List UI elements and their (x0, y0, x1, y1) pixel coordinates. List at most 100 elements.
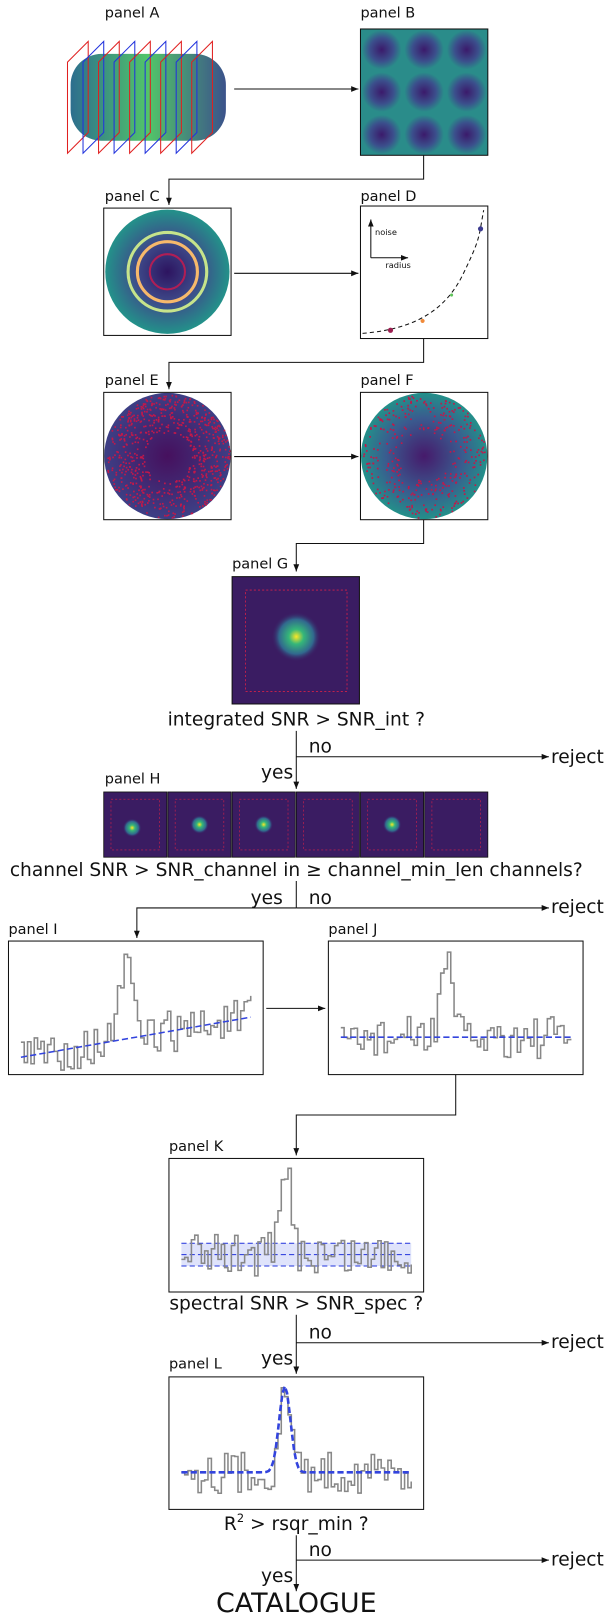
dot (439, 514, 441, 516)
dot (434, 490, 436, 492)
dot (393, 414, 395, 416)
dot (193, 478, 195, 480)
dot (426, 405, 428, 407)
point (478, 226, 483, 231)
dot (172, 512, 174, 514)
dot (121, 481, 123, 483)
dot (173, 503, 175, 505)
dot (199, 458, 201, 460)
dot (195, 448, 197, 450)
dot (401, 435, 403, 437)
dot (461, 502, 463, 504)
dot (134, 418, 136, 420)
dot (187, 437, 189, 439)
dot (107, 457, 109, 459)
dot (145, 406, 147, 408)
dot (148, 500, 150, 502)
dot (377, 449, 379, 451)
arrow (296, 520, 423, 572)
dot (123, 461, 125, 463)
dot (425, 509, 427, 511)
dot (384, 409, 386, 411)
panel-label: panel F (360, 373, 413, 389)
dot (176, 497, 178, 499)
dot (451, 490, 453, 492)
dot (172, 395, 174, 397)
dot (190, 488, 192, 490)
dot (137, 407, 139, 409)
dot (183, 412, 185, 414)
dot (217, 465, 219, 467)
panel-label: panel E (105, 373, 159, 389)
dot (214, 442, 216, 444)
tile (404, 30, 443, 69)
dot (127, 421, 129, 423)
tile (447, 115, 486, 154)
dot (481, 440, 483, 442)
dot (449, 411, 451, 413)
dot (463, 490, 465, 492)
dot (408, 488, 410, 490)
q-sup: 2 (237, 1511, 244, 1525)
dot (448, 493, 450, 495)
dot (396, 471, 398, 473)
dot (134, 427, 136, 429)
dot (484, 452, 486, 454)
dot (146, 400, 148, 402)
dot (138, 464, 140, 466)
dot (183, 402, 185, 404)
dot (420, 480, 422, 482)
dot (172, 499, 174, 501)
dot (221, 440, 223, 442)
dot (453, 451, 455, 453)
dot (197, 502, 199, 504)
dot (128, 424, 130, 426)
dot (388, 463, 390, 465)
dot (386, 482, 388, 484)
dot (182, 410, 184, 412)
dot (177, 423, 179, 425)
dot (434, 432, 436, 434)
channel-maps (104, 792, 488, 857)
dot (163, 396, 165, 398)
dot (191, 434, 193, 436)
dot (153, 432, 155, 434)
yes-label: yes (261, 1348, 293, 1369)
dot (175, 481, 177, 483)
dot (483, 441, 485, 443)
dot (127, 487, 129, 489)
dot (190, 445, 192, 447)
dot (466, 447, 468, 449)
dot (174, 418, 176, 420)
dot (141, 503, 143, 505)
dot (203, 460, 205, 462)
dot (169, 407, 171, 409)
dot (174, 401, 176, 403)
dot (169, 502, 171, 504)
dot (151, 403, 153, 405)
tile (404, 72, 443, 111)
dot (187, 416, 189, 418)
dot (113, 480, 115, 482)
dot (474, 466, 476, 468)
dot (198, 452, 200, 454)
dot (173, 422, 175, 424)
dot (465, 460, 467, 462)
point (450, 293, 453, 296)
dot (373, 448, 375, 450)
dot (199, 463, 201, 465)
dot (142, 455, 144, 457)
dot (377, 460, 379, 462)
dot (431, 489, 433, 491)
dot (416, 484, 418, 486)
dot (366, 470, 368, 472)
dot (476, 451, 478, 453)
dot (410, 418, 412, 420)
dot (119, 455, 121, 457)
dot (152, 425, 154, 427)
dot (204, 501, 206, 503)
dot (117, 452, 119, 454)
dot (193, 446, 195, 448)
arrow (296, 1075, 455, 1156)
dot (213, 419, 215, 421)
